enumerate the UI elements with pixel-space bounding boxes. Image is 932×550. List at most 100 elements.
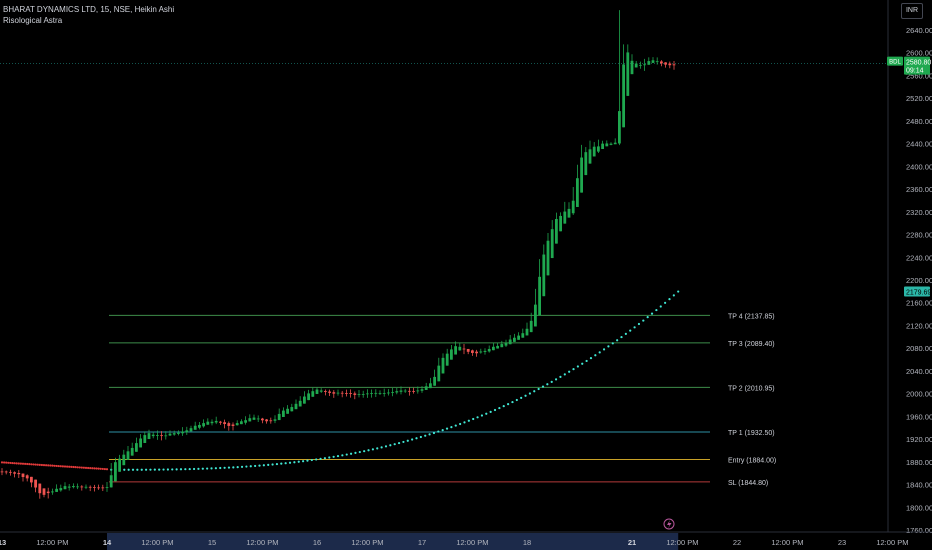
candle-body [634,63,638,68]
candle-body [643,64,646,66]
candle-body [500,344,504,348]
time-tick-label: 14 [103,538,112,547]
trail-dot [258,464,261,467]
candle-body [269,420,273,422]
trail-dot [454,424,457,427]
candle-body [231,424,235,426]
trail-dot-pre [0,461,4,464]
trail-dot [240,465,244,468]
trail-dot-pre [105,468,109,471]
trail-dot-pre [24,462,27,465]
candle-body [559,215,562,232]
trail-dot [206,467,209,470]
candle-body [567,208,571,218]
trail-dot [136,468,139,471]
candle-body [261,418,264,421]
candle-body [378,393,382,394]
candle-body [315,389,319,394]
trail-dot [559,375,562,378]
candle-body [525,328,529,336]
trail-dot [485,412,488,415]
candle-body [172,433,176,435]
price-tick-label: 1840.00 [906,481,932,490]
trail-dot [188,467,191,471]
candle-body [563,211,567,224]
trail-dot [175,468,178,471]
price-tick-label: 2320.00 [906,208,932,217]
candle-body [660,61,663,64]
time-tick-label: 17 [418,538,426,547]
symbol-title: BHARAT DYNAMICS LTD, 15, NSE, Heikin Ash… [3,5,175,14]
level-label: Entry (1884.00) [728,458,776,465]
candle-body [353,393,357,395]
currency-button[interactable]: INR [901,3,923,19]
trail-dot [227,466,231,469]
candle-body [626,52,630,96]
trail-dot [179,468,183,471]
candle-body [441,357,445,374]
candle-body [471,350,474,353]
trail-dot [336,454,340,458]
candle-body [4,471,8,473]
candle-body [672,64,676,66]
trail-dot [162,468,165,471]
trail-dot [568,370,571,373]
time-axis[interactable]: 13 12:00 PM 14 12:00 PM 15 12:00 PM 16 12:00 PM… [0,531,932,550]
candle-body [273,419,277,421]
trail-dot [554,378,558,381]
trail-dot [363,450,366,453]
candle-body [0,471,4,473]
trail-dot [611,342,614,345]
candle-body [496,345,499,349]
trail-dot [642,319,645,322]
time-tick-label: 12:00 PM [876,538,908,547]
candle-body [370,393,373,394]
candle-body [252,417,256,420]
candle-body [38,483,42,494]
trail-dot [380,446,383,449]
candle-body [21,473,25,478]
level-label: SL (1844.80) [728,480,768,487]
trail-dot-pre [19,462,22,465]
trail-dot-pre [34,463,37,466]
trail-dot-pre [78,466,81,469]
candle-body [76,486,79,488]
trail-dot-pre [15,462,18,465]
trail-dot [432,431,436,435]
trail-dot-pre [66,465,69,468]
trail-dot-pre [87,466,90,470]
trail-dot [598,351,601,354]
candle-body [580,157,583,193]
candle-body [592,146,596,157]
price-tick-label: 2520.00 [906,94,932,103]
trail-dot [450,426,453,429]
trail-dot [445,427,449,430]
candle-body [613,142,617,145]
price-axis[interactable]: 1760.00 1800.00 1840.00 1880.00 1920.00 1960.… [887,0,932,535]
trail-dot-pre [28,463,31,466]
trail-dot [594,354,597,357]
candle-body [408,390,411,392]
candle-body [395,391,399,393]
trail-dot [262,464,265,467]
trail-dot [341,454,344,457]
level-label: TP 3 (2089.40) [728,341,775,348]
candle-body [668,63,672,66]
candle-body [336,392,340,394]
lightning-icon[interactable] [663,518,675,530]
trail-dot [437,430,440,433]
candle-body [546,240,550,276]
candle-body [282,410,285,417]
candle-body [80,486,84,488]
candle-body [181,431,184,434]
trail-dot [476,416,479,419]
trail-dot-pre [82,466,85,469]
candle-body [25,475,29,479]
candle-body [189,428,193,432]
candle-body [588,149,592,164]
candle-body [332,392,336,394]
trail-dot [397,441,401,445]
trail-price-text: 2179.69 [906,290,931,297]
